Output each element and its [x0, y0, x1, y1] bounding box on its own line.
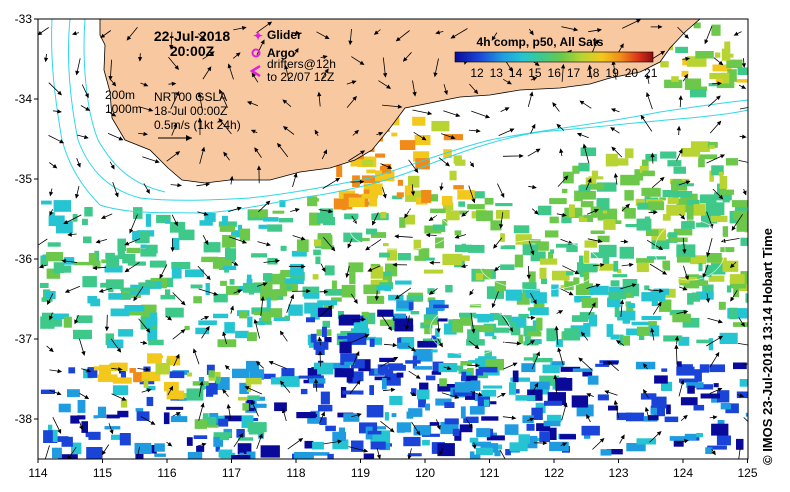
colorbar-tick-label: 18 — [586, 66, 600, 80]
glider-legend: ✦ Glider — [253, 28, 302, 43]
x-tick-label: 120 — [415, 466, 435, 480]
contour-label-1000: 1000m — [105, 102, 142, 116]
x-tick-label: 123 — [608, 466, 628, 480]
colorbar-tick-label: 16 — [548, 66, 562, 80]
colorbar-tick-label: 14 — [509, 66, 523, 80]
colorbar-tick-label: 19 — [605, 66, 619, 80]
x-tick-label: 118 — [286, 466, 305, 480]
colorbar-title: 4h comp, p50, All Sats — [477, 35, 604, 49]
colorbar — [454, 51, 654, 63]
y-tick-label: -37 — [15, 332, 33, 346]
colorbar-tick-label: 13 — [490, 66, 504, 80]
x-tick-label: 115 — [93, 466, 112, 480]
imos-credit: © IMOS 23-Jul-2018 13:14 Hobart Time — [760, 228, 775, 465]
glider-icon: ✦ — [253, 29, 263, 43]
y-tick-label: -36 — [15, 252, 33, 266]
map-time: 20:00Z — [170, 43, 215, 59]
ssh-contours — [349, 209, 726, 356]
colorbar-tick-label: 15 — [528, 66, 542, 80]
x-tick-label: 124 — [673, 466, 693, 480]
x-tick-label: 114 — [28, 466, 47, 480]
map-date: 22-Jul-2018 — [154, 28, 230, 44]
argo-legend: Argo — [251, 46, 295, 60]
colorbar-tick-label: 21 — [644, 66, 658, 80]
x-tick-label: 121 — [479, 466, 499, 480]
altimetry-scale: 0.5m/s (1kt 24h) — [154, 118, 241, 132]
colorbar-tick-label: 12 — [470, 66, 484, 80]
x-axis: 114 115 116 117 118 119 120 121 122 123 124 125 — [28, 459, 758, 480]
colorbar-tick-label: 17 — [567, 66, 581, 80]
x-tick-label: 125 — [737, 466, 757, 480]
svg-text:Glider: Glider — [267, 28, 302, 42]
contour-label-200: 200m — [105, 88, 135, 102]
drifter-icon — [249, 64, 261, 78]
x-tick-label: 119 — [351, 466, 370, 480]
y-tick-label: -35 — [15, 172, 33, 186]
x-tick-label: 122 — [544, 466, 564, 480]
scale-arrow — [158, 135, 192, 141]
svg-text:drifters@12h: drifters@12h — [267, 57, 336, 71]
argo-icon — [251, 48, 261, 58]
svg-text:Argo: Argo — [267, 46, 295, 60]
svg-text:to 22/07 12Z: to 22/07 12Z — [267, 70, 334, 84]
y-tick-label: -34 — [15, 92, 33, 106]
y-axis: -33 -34 -35 -36 -37 -38 — [15, 12, 38, 426]
y-tick-label: -38 — [15, 412, 33, 426]
velocity-vectors — [38, 19, 748, 459]
x-tick-label: 117 — [222, 466, 241, 480]
y-tick-label: -33 — [15, 12, 33, 26]
x-tick-label: 116 — [157, 466, 176, 480]
colorbar-tick-label: 20 — [625, 66, 639, 80]
altimetry-date: 18-Jul 00:00Z — [154, 104, 227, 118]
drifters-legend: drifters@12h to 22/07 12Z — [249, 57, 336, 84]
bathymetry-contours — [51, 19, 748, 214]
altimetry-product: NRT00 GSLA — [154, 90, 227, 104]
sst-field — [40, 22, 748, 459]
colorbar-ticks: 12 13 14 15 16 17 18 19 20 21 — [470, 66, 657, 80]
